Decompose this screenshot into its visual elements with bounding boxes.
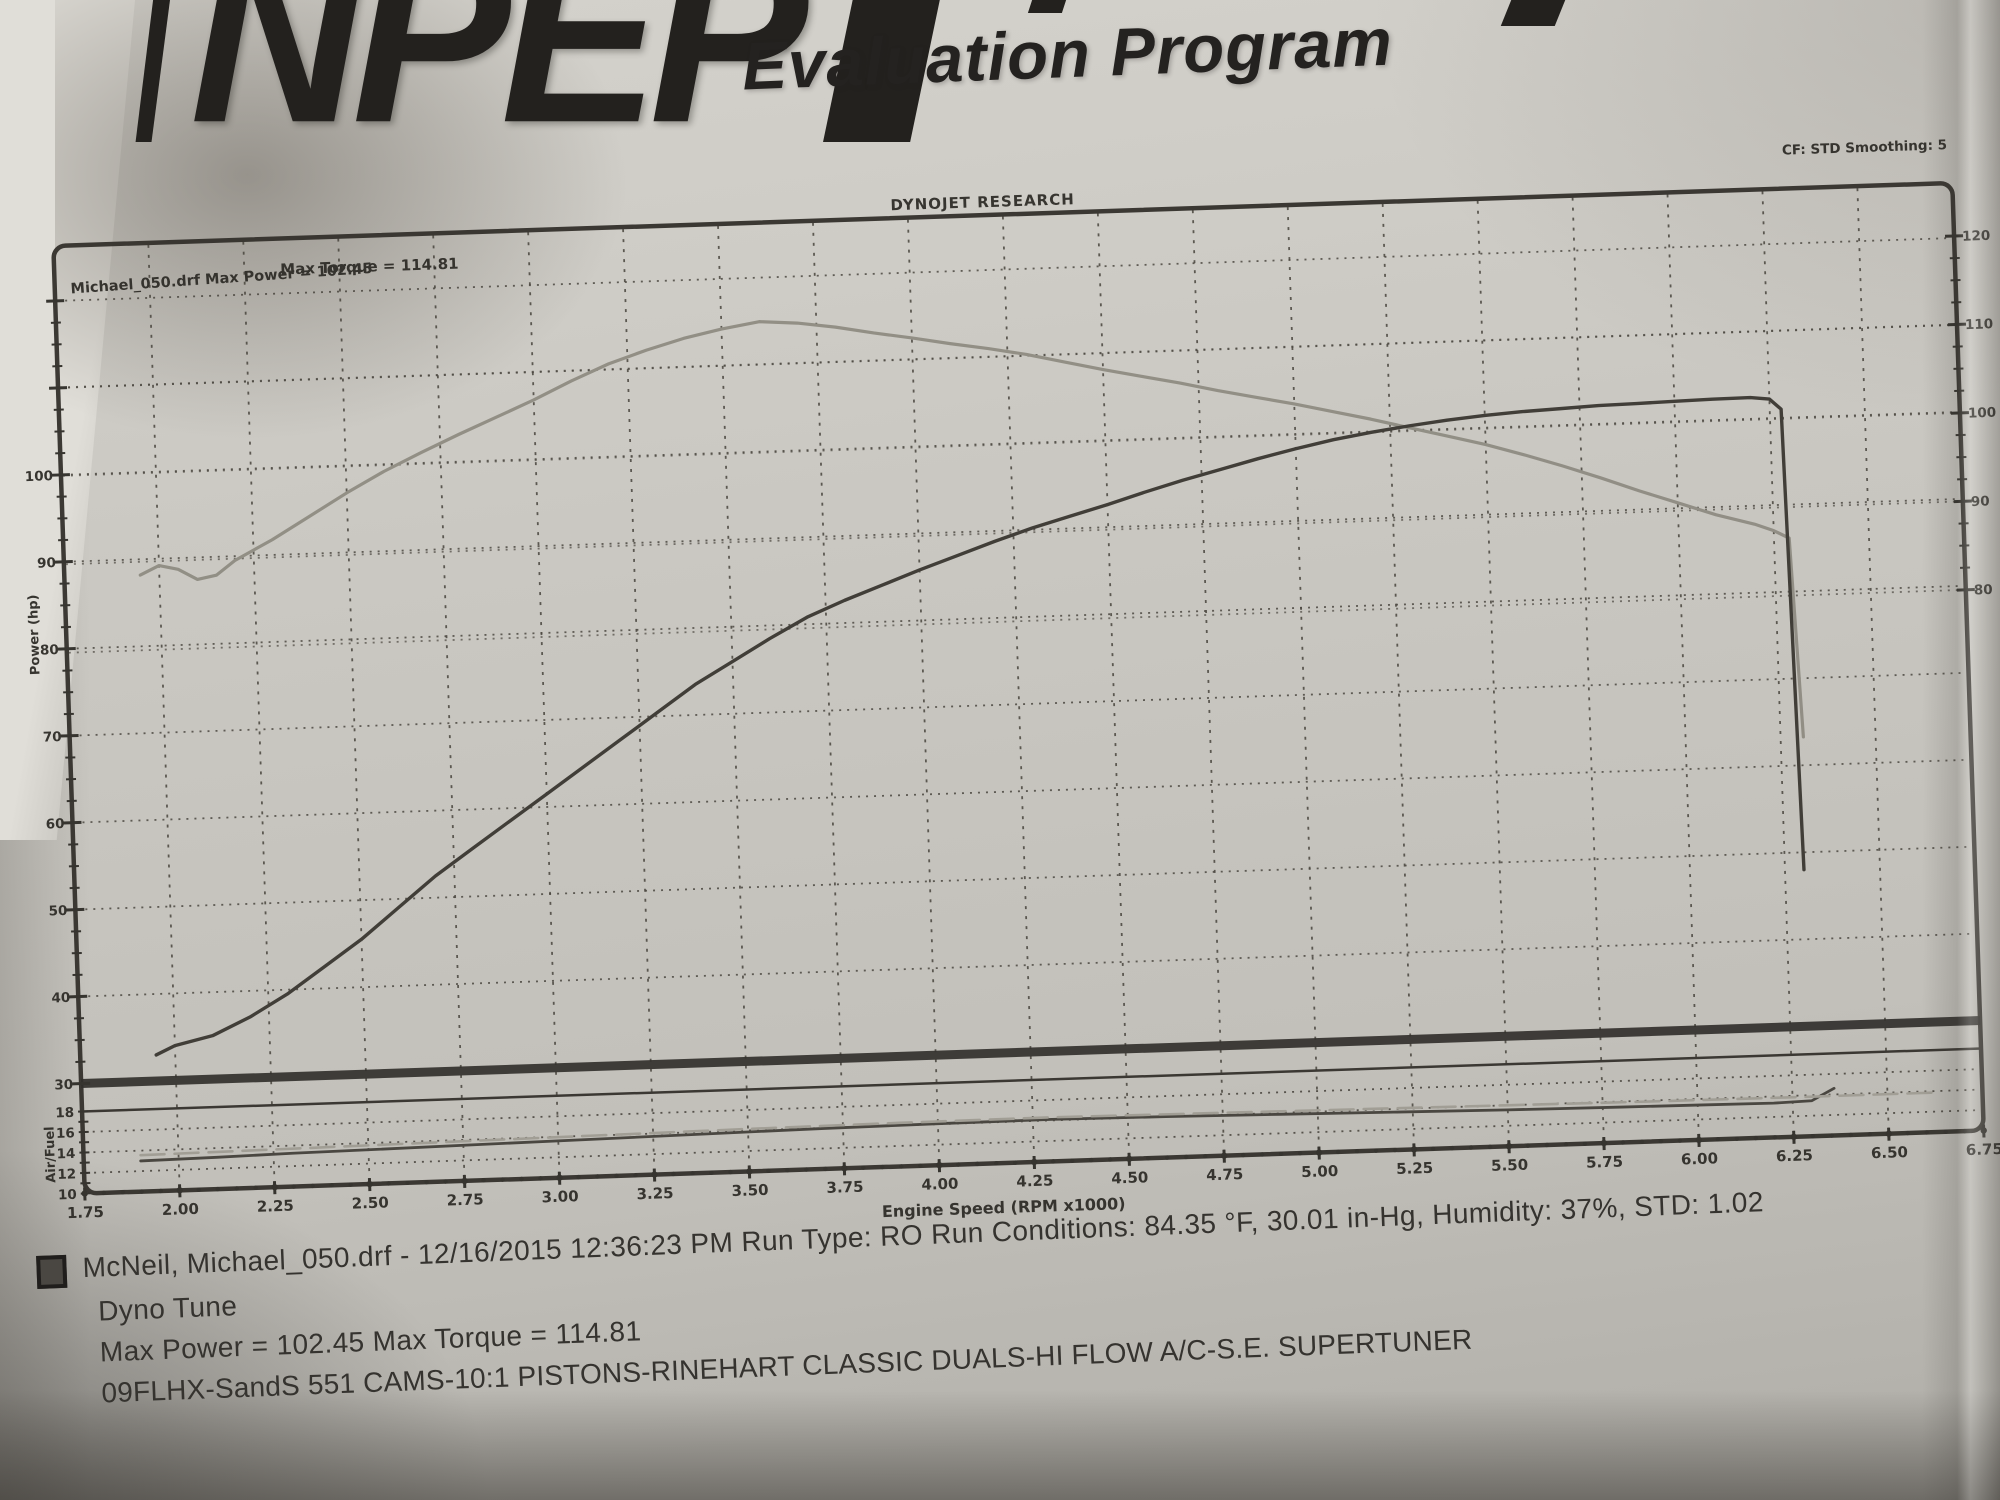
svg-text:10: 10 [58, 1187, 77, 1204]
series-power_hp [154, 395, 1806, 1057]
svg-text:2.50: 2.50 [351, 1193, 389, 1212]
max-torque-label: Max Torque = 114.81 [280, 255, 459, 279]
svg-text:110: 110 [1965, 316, 1994, 333]
svg-text:90: 90 [37, 555, 56, 572]
svg-text:50: 50 [48, 903, 67, 920]
svg-text:60: 60 [45, 816, 64, 833]
svg-text:40: 40 [51, 990, 70, 1007]
svg-text:6.75: 6.75 [1966, 1140, 2000, 1159]
svg-text:6.00: 6.00 [1681, 1149, 1719, 1168]
svg-text:100: 100 [1968, 405, 1997, 422]
svg-text:6.25: 6.25 [1776, 1146, 1814, 1165]
power-axis-label: Power (hp) [26, 594, 44, 675]
svg-text:3.25: 3.25 [636, 1184, 674, 1203]
logo-text: NPEP [190, 0, 808, 142]
svg-text:3.50: 3.50 [731, 1181, 769, 1200]
svg-text:4.25: 4.25 [1016, 1171, 1054, 1190]
cropped-text-fragment [1027, 0, 1067, 13]
svg-text:18: 18 [55, 1105, 74, 1122]
svg-text:2.25: 2.25 [257, 1197, 295, 1216]
svg-text:5.75: 5.75 [1586, 1152, 1624, 1171]
svg-text:4.75: 4.75 [1206, 1165, 1244, 1184]
svg-text:4.00: 4.00 [921, 1175, 959, 1194]
svg-text:30: 30 [54, 1077, 73, 1094]
dyno-chart-svg: 1.75 2.00 2.25 2.50 2.75 3.00 3.25 3.50 3.75 4.00… [25, 137, 2000, 1222]
svg-text:120: 120 [1962, 228, 1991, 245]
svg-text:14: 14 [56, 1146, 75, 1163]
svg-text:12: 12 [57, 1166, 76, 1183]
svg-text:4.50: 4.50 [1111, 1168, 1149, 1187]
cropped-text-fragment [1500, 0, 1566, 26]
series-torque_ftlb [138, 320, 1805, 739]
chart-ticks: 1.75 2.00 2.25 2.50 2.75 3.00 3.25 3.50 3.75 4.00… [25, 228, 2000, 1222]
logo-letter-fragment [133, 0, 178, 142]
chart-curves [138, 320, 1935, 1163]
svg-text:5.25: 5.25 [1396, 1159, 1434, 1178]
legend-swatch [36, 1254, 68, 1289]
svg-text:90: 90 [1971, 493, 1990, 510]
svg-text:1.75: 1.75 [67, 1203, 105, 1222]
svg-text:5.50: 5.50 [1491, 1156, 1529, 1175]
svg-text:2.75: 2.75 [446, 1190, 484, 1209]
svg-text:80: 80 [40, 642, 59, 659]
logo: NPEP [118, 0, 953, 142]
svg-text:70: 70 [43, 729, 62, 746]
svg-text:5.00: 5.00 [1301, 1162, 1339, 1181]
svg-text:80: 80 [1974, 582, 1993, 599]
paper-right-fold [1922, 0, 2000, 1500]
chart-title: DYNOJET RESEARCH [890, 190, 1075, 214]
svg-text:6.50: 6.50 [1871, 1143, 1909, 1162]
chart-grid [57, 188, 1982, 1189]
dyno-chart: 1.75 2.00 2.25 2.50 2.75 3.00 3.25 3.50 3.75 4.00… [8, 89, 2000, 1255]
air-fuel-axis-label: Air/Fuel [43, 1126, 60, 1183]
series-air_fuel_run [139, 1086, 1836, 1163]
svg-text:16: 16 [56, 1125, 75, 1142]
svg-text:3.00: 3.00 [541, 1187, 579, 1206]
series-air_fuel_reference [139, 1091, 1935, 1157]
svg-text:3.75: 3.75 [826, 1178, 864, 1197]
svg-text:2.00: 2.00 [162, 1200, 200, 1219]
svg-text:100: 100 [25, 468, 54, 485]
correction-smoothing-note: CF: STD Smoothing: 5 [1782, 137, 1948, 158]
